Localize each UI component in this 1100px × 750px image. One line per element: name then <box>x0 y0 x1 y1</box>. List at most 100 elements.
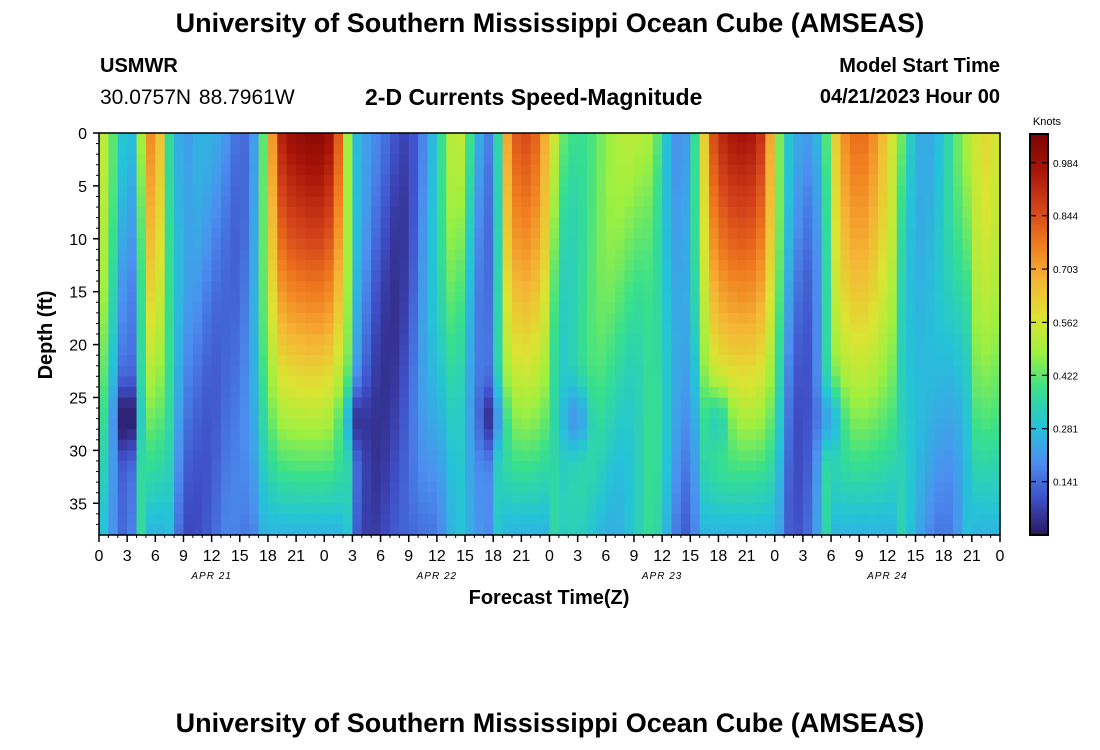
heat-cell <box>352 397 363 409</box>
heat-cell <box>718 217 729 229</box>
heat-cell <box>221 460 231 473</box>
heat-cell <box>408 482 419 494</box>
heat-cell <box>746 281 757 293</box>
heat-cell <box>812 312 823 325</box>
heat-cell <box>934 238 945 250</box>
heat-cell <box>821 312 832 325</box>
heat-cell <box>718 323 729 335</box>
heat-cell <box>755 217 766 229</box>
heat-cell <box>971 164 982 176</box>
heat-cell <box>361 365 372 377</box>
heat-cell <box>239 492 250 504</box>
heat-cell <box>859 418 870 430</box>
heat-cell <box>709 524 720 536</box>
heat-cell <box>596 302 607 314</box>
heat-cell <box>230 471 241 483</box>
heat-cell <box>774 482 785 494</box>
heat-cell <box>746 312 757 325</box>
heat-cell <box>671 365 682 377</box>
heat-cell <box>324 344 335 356</box>
heat-cell <box>145 302 156 314</box>
heat-cell <box>924 439 935 451</box>
heat-cell <box>277 270 288 282</box>
heat-cell <box>314 175 325 187</box>
heat-cell <box>249 450 260 462</box>
heat-cell <box>418 408 429 420</box>
heat-cell <box>868 365 879 377</box>
heat-cell <box>709 175 720 187</box>
heat-cell <box>267 397 278 409</box>
heat-cell <box>840 450 851 462</box>
heat-cell <box>821 482 832 494</box>
heat-cell <box>455 376 466 388</box>
heat-cell <box>296 492 307 504</box>
heat-cell <box>155 386 166 399</box>
heat-cell <box>709 312 720 325</box>
heat-cell <box>990 312 1001 325</box>
heat-cell <box>587 270 598 282</box>
heat-cell <box>174 376 185 388</box>
heat-cell <box>521 524 532 536</box>
heat-cell <box>868 154 879 166</box>
heat-cell <box>296 334 307 346</box>
heat-cell <box>962 355 973 367</box>
heat-cell <box>502 270 513 282</box>
heat-cell <box>117 376 128 388</box>
heat-cell <box>755 207 766 219</box>
heat-cell <box>530 376 541 388</box>
heat-cell <box>465 418 476 430</box>
heat-cell <box>249 365 260 377</box>
heat-cell <box>314 164 325 176</box>
heat-cell <box>155 408 166 420</box>
heat-cell <box>258 439 269 451</box>
heat-cell <box>671 217 682 229</box>
heat-cell <box>643 397 654 409</box>
heat-cell <box>934 397 945 409</box>
heat-cell <box>821 249 832 261</box>
heat-cell <box>774 259 785 272</box>
heat-cell <box>530 450 541 462</box>
heat-cell <box>793 270 804 282</box>
heat-cell <box>849 365 860 377</box>
heat-cell <box>549 460 560 473</box>
heat-cell <box>962 249 973 261</box>
heat-cell <box>699 302 710 314</box>
heat-cell <box>643 429 654 441</box>
heat-cell <box>446 143 457 155</box>
heat-cell <box>343 397 354 409</box>
heat-cell <box>380 355 391 367</box>
heat-cell <box>868 376 879 388</box>
heat-cell <box>314 439 325 451</box>
heat-cell <box>896 291 907 303</box>
heat-cell <box>436 143 447 155</box>
heat-cell <box>455 143 466 155</box>
heat-cell <box>652 408 663 420</box>
heat-cell <box>324 450 335 462</box>
heat-cell <box>493 376 504 388</box>
heat-cell <box>624 143 635 155</box>
heat-cell <box>718 503 729 515</box>
heat-cell <box>399 217 410 229</box>
heat-cell <box>821 376 832 388</box>
heat-cell <box>840 270 851 282</box>
heat-cell <box>737 471 748 483</box>
heat-cell <box>540 175 551 187</box>
heat-cell <box>802 302 813 314</box>
heat-cell <box>934 249 945 261</box>
heat-cell <box>605 217 616 229</box>
heat-cell <box>671 344 682 356</box>
heat-cell <box>230 143 241 155</box>
heat-cell <box>765 196 776 208</box>
heat-cell <box>286 418 297 430</box>
heat-cell <box>530 291 541 303</box>
heat-cell <box>530 154 541 166</box>
heat-cell <box>831 259 842 272</box>
heat-cell <box>324 249 335 261</box>
heat-cell <box>934 460 945 473</box>
heat-cell <box>737 302 748 314</box>
heat-cell <box>699 175 710 187</box>
heat-cell <box>408 386 419 399</box>
heat-cell <box>483 154 494 166</box>
heat-cell <box>502 471 513 483</box>
heat-cell <box>399 143 410 155</box>
